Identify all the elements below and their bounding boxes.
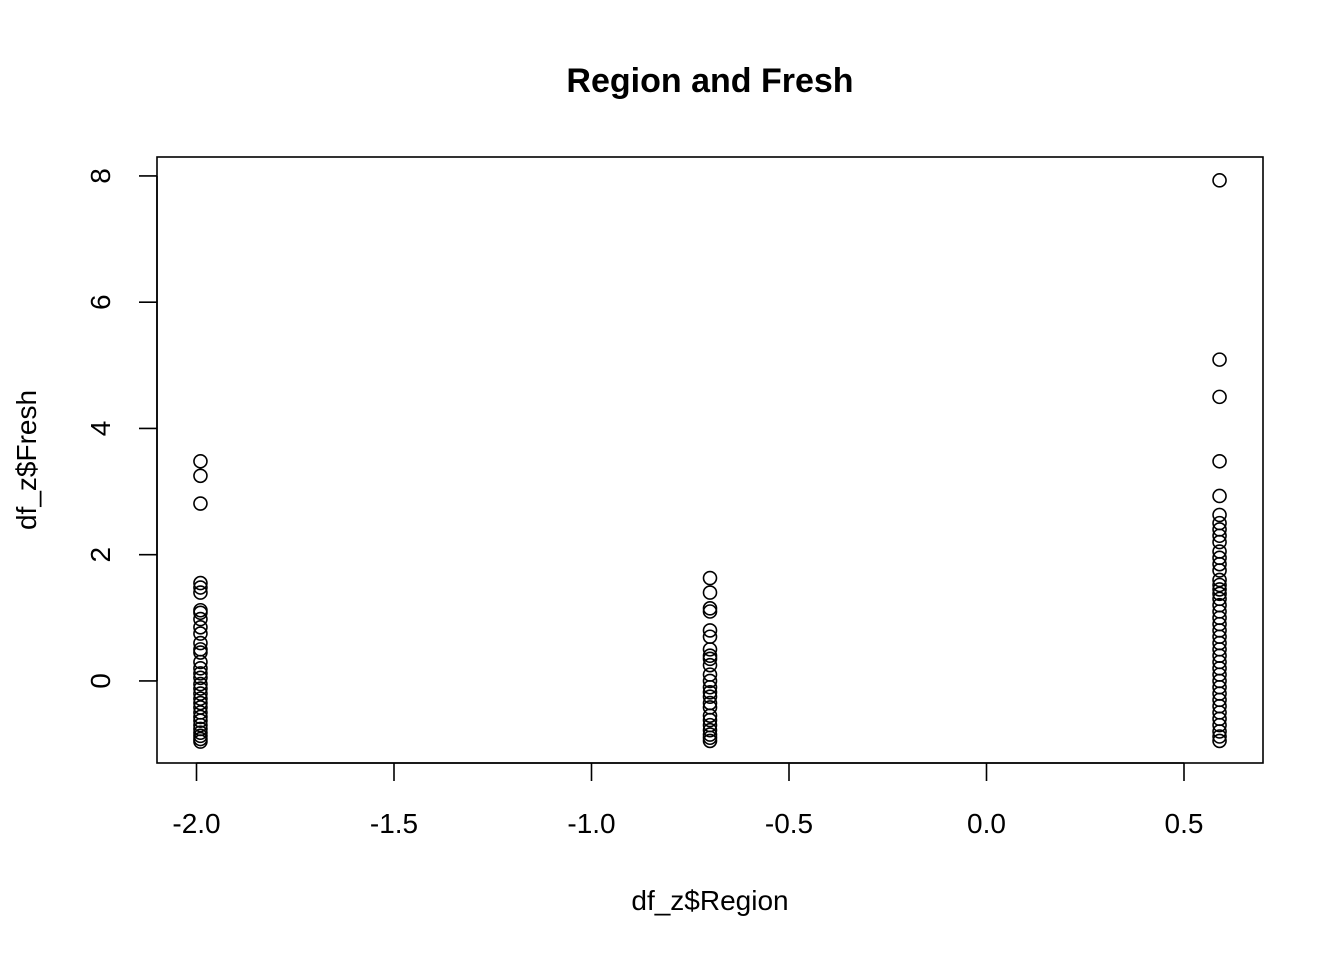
data-point [193,717,208,733]
y-tick-label: 8 [85,168,116,184]
x-tick-label: -1.5 [370,808,418,839]
data-point [193,709,208,725]
data-point [1212,577,1227,593]
data-point [1212,389,1227,405]
y-axis: 0 2 4 6 8 [85,168,158,689]
data-point [702,708,718,723]
data-point [702,679,718,695]
x-tick-label: -2.0 [172,808,220,839]
data-point [1212,733,1227,749]
data-point [1212,507,1227,523]
data-point [702,601,718,616]
data-point [193,670,208,686]
data-point [1212,572,1227,588]
data-point [1212,528,1227,544]
data-point [702,730,718,746]
x-axis: -2.0 -1.5 -1.0 -0.5 0.0 0.5 [172,762,1204,839]
data-point [1212,534,1227,550]
data-point [193,605,208,621]
data-point [193,580,208,595]
data-point [702,642,718,657]
data-point [193,496,208,511]
data-point [702,585,718,600]
data-point [193,713,208,729]
data-point [1212,173,1227,188]
data-point [193,468,208,484]
y-tick-label: 2 [85,547,116,563]
data-point [702,733,718,749]
data-point [1212,352,1227,367]
data-point [702,689,718,705]
chart-title: Region and Fresh [566,62,853,100]
data-point [193,681,208,696]
data-point [193,654,208,670]
data-point [193,691,208,706]
x-tick-label: -0.5 [765,808,813,839]
y-tick-label: 6 [85,294,116,310]
data-point [193,453,208,469]
data-point [702,657,718,673]
data-point [1212,453,1227,469]
data-point [1212,724,1227,739]
data-point [193,666,208,681]
y-tick-label: 0 [85,673,116,689]
data-point [193,661,208,676]
data-point [193,635,208,651]
x-tick-label: 0.0 [967,808,1006,839]
data-point [193,645,208,660]
data-point [193,575,208,591]
data-point [193,626,208,641]
data-point [702,712,718,728]
x-tick-label: 0.5 [1165,808,1204,839]
data-point [193,734,208,749]
data-point [1212,488,1227,504]
data-points [193,173,1227,749]
data-point [702,684,718,700]
data-point [193,611,208,627]
y-tick-label: 4 [85,421,116,437]
data-point [702,722,718,738]
data-point [193,676,208,692]
data-point [1212,717,1227,733]
data-point [193,619,208,635]
data-point [702,623,718,638]
data-point [702,570,718,586]
data-point [1212,563,1227,578]
data-point [193,686,208,701]
data-point [702,604,718,619]
x-axis-label: df_z$Region [631,885,788,916]
data-point [1212,556,1227,572]
data-point [1212,582,1227,597]
data-point [1212,586,1227,602]
y-axis-label: df_z$Fresh [11,390,42,530]
data-point [702,651,718,667]
x-tick-label: -1.0 [567,808,615,839]
data-point [193,585,208,600]
data-point [193,695,208,711]
data-point [1212,729,1227,744]
data-point [702,673,718,689]
